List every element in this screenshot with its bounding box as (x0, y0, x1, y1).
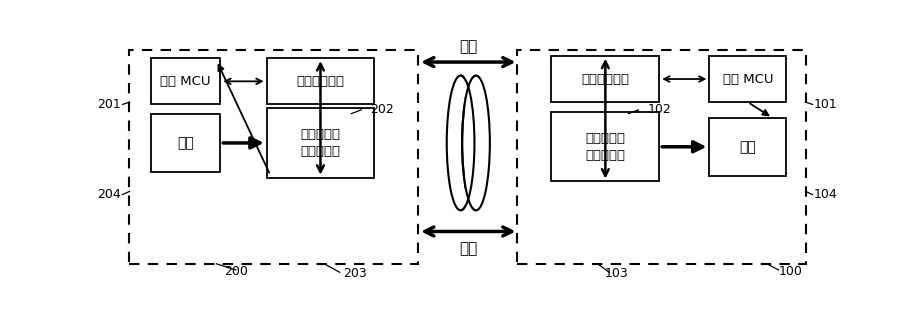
Text: 104: 104 (814, 188, 838, 201)
Text: 第二通讯模块: 第二通讯模块 (582, 72, 629, 85)
Bar (151, 58, 220, 105)
Text: 103: 103 (605, 267, 629, 280)
Text: 第二 MCU: 第二 MCU (722, 72, 773, 85)
Text: 负载: 负载 (740, 140, 756, 154)
Text: 逆变器和原
边谐振电路: 逆变器和原 边谐振电路 (300, 128, 341, 158)
Text: 201: 201 (98, 98, 121, 111)
Ellipse shape (446, 76, 475, 210)
Text: 第一 MCU: 第一 MCU (161, 75, 211, 88)
Text: 整流器和副
边谐振电路: 整流器和副 边谐振电路 (585, 132, 625, 162)
Bar (130, 50, 418, 264)
Text: 102: 102 (647, 103, 671, 116)
Text: 202: 202 (371, 103, 394, 116)
Text: 101: 101 (814, 98, 838, 111)
Bar (151, 114, 220, 172)
Bar (267, 58, 374, 105)
Bar (267, 108, 374, 178)
Bar (551, 56, 659, 102)
Bar (709, 118, 786, 176)
Text: 第一通讯模块: 第一通讯模块 (297, 75, 344, 88)
Text: 电源: 电源 (177, 136, 194, 150)
Bar (551, 112, 659, 182)
Text: 204: 204 (98, 188, 121, 201)
Text: 200: 200 (224, 265, 247, 278)
Text: 信号: 信号 (459, 39, 477, 54)
Ellipse shape (462, 76, 490, 210)
Bar (517, 50, 805, 264)
Bar (709, 56, 786, 102)
Bar (466, 74, 473, 212)
Text: 100: 100 (778, 265, 803, 278)
Text: 203: 203 (343, 267, 367, 280)
Text: 功率: 功率 (459, 241, 477, 256)
